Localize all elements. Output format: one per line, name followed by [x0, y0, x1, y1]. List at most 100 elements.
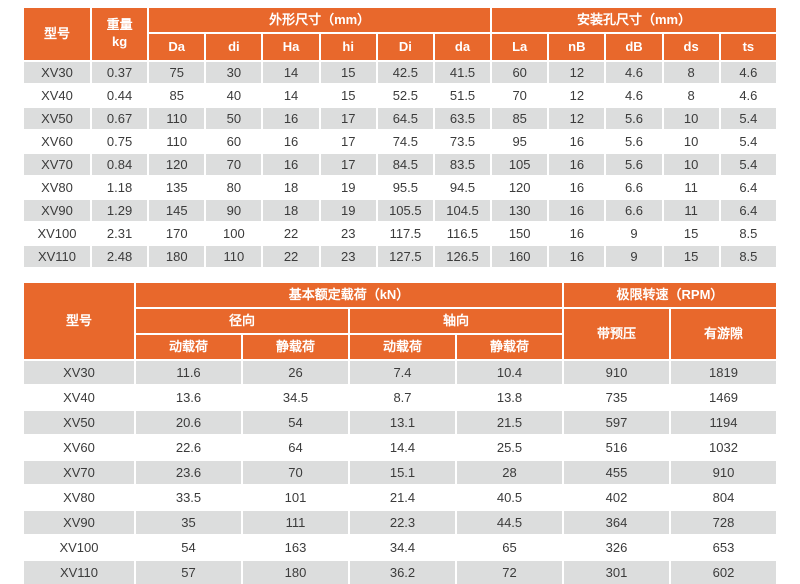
table-cell: 14: [263, 85, 319, 106]
table-cell: 22.3: [350, 511, 455, 534]
table-cell: 120: [149, 154, 205, 175]
table-row: XV80 1.18 135 80 18 19 95.5 94.5 120 16 6.6 11 6.4: [24, 177, 776, 198]
table-cell: 1.29: [92, 200, 148, 221]
table-cell: 60: [206, 131, 262, 152]
table-cell: XV70: [24, 461, 134, 484]
table-cell: 22.6: [136, 436, 241, 459]
table-cell: XV40: [24, 85, 90, 106]
table-cell: 5.4: [720, 131, 776, 152]
header-axial: 轴向: [350, 309, 562, 333]
table-cell: 653: [671, 536, 776, 559]
header-col-nB: nB: [549, 34, 605, 60]
table-cell: XV60: [24, 131, 90, 152]
table-cell: 120: [492, 177, 548, 198]
table-cell: 15: [663, 223, 719, 244]
table-cell: 0.75: [92, 131, 148, 152]
table-cell: XV110: [24, 246, 90, 267]
table-cell: 83.5: [434, 154, 491, 175]
table-cell: 95.5: [377, 177, 433, 198]
table-cell: 5.6: [606, 108, 662, 129]
table-cell: 21.5: [457, 411, 562, 434]
header-weight: 重量 kg: [92, 8, 148, 60]
table-cell: 16: [549, 200, 605, 221]
table-cell: 70: [492, 85, 548, 106]
table-row: XV90 1.29 145 90 18 19 105.5 104.5 130 16 6.6 11 6.4: [24, 200, 776, 221]
table-cell: 10: [663, 154, 719, 175]
header-limit-speed-group: 极限转速（RPM）: [564, 283, 776, 307]
table-cell: 2.48: [92, 246, 148, 267]
table-cell: 135: [149, 177, 205, 198]
header-axial-dynamic: 动载荷: [350, 335, 455, 359]
table-cell: 15: [663, 246, 719, 267]
table-row: XV60 22.6 64 14.4 25.5 516 1032: [24, 436, 776, 459]
table-cell: XV100: [24, 223, 90, 244]
table-cell: 17: [320, 131, 376, 152]
table-cell: 127.5: [377, 246, 433, 267]
table-cell: 8.5: [720, 223, 776, 244]
table-cell: 1.18: [92, 177, 148, 198]
table-cell: 10: [663, 131, 719, 152]
table-cell: 12: [549, 108, 605, 129]
table-cell: 180: [149, 246, 205, 267]
header-col-Da: Da: [149, 34, 205, 60]
table-cell: XV30: [24, 361, 134, 384]
table-cell: 80: [206, 177, 262, 198]
table-row: XV50 20.6 54 13.1 21.5 597 1194: [24, 411, 776, 434]
table-cell: 10: [663, 108, 719, 129]
table-cell: 4.6: [720, 62, 776, 83]
table-cell: 180: [243, 561, 348, 584]
table-cell: 1194: [671, 411, 776, 434]
table-cell: 52.5: [377, 85, 433, 106]
header-col-dB: dB: [606, 34, 662, 60]
table-cell: 0.44: [92, 85, 148, 106]
table-cell: XV60: [24, 436, 134, 459]
table-cell: 73.5: [434, 131, 491, 152]
table-cell: 14: [263, 62, 319, 83]
table-cell: 84.5: [377, 154, 433, 175]
table-cell: 455: [564, 461, 669, 484]
header-model: 型号: [24, 8, 90, 60]
table-cell: 101: [243, 486, 348, 509]
table-cell: 44.5: [457, 511, 562, 534]
table-cell: 804: [671, 486, 776, 509]
table-cell: 130: [492, 200, 548, 221]
table-row: XV80 33.5 101 21.4 40.5 402 804: [24, 486, 776, 509]
dimensions-table-wrap: 型号 重量 kg 外形尺寸（mm） 安装孔尺寸（mm） Da di Ha hi …: [24, 8, 776, 267]
table-cell: XV40: [24, 386, 134, 409]
table-cell: 105.5: [377, 200, 433, 221]
table-cell: 163: [243, 536, 348, 559]
table-cell: 57: [136, 561, 241, 584]
table-cell: 5.4: [720, 108, 776, 129]
table-cell: 42.5: [377, 62, 433, 83]
table-cell: 85: [492, 108, 548, 129]
table-cell: 33.5: [136, 486, 241, 509]
table-cell: 110: [149, 108, 205, 129]
table-cell: 28: [457, 461, 562, 484]
table-cell: XV80: [24, 177, 90, 198]
table-cell: 75: [149, 62, 205, 83]
table-cell: 85: [149, 85, 205, 106]
table-cell: 74.5: [377, 131, 433, 152]
table-cell: 0.37: [92, 62, 148, 83]
table-cell: 126.5: [434, 246, 491, 267]
load-table-header: 型号 基本额定载荷（kN） 极限转速（RPM） 径向 轴向 带预压 有游隙 动载…: [24, 283, 776, 359]
table-cell: 20.6: [136, 411, 241, 434]
header-row-subcolumns: Da di Ha hi Di da La nB dB ds ts: [24, 34, 776, 60]
table-cell: 8: [663, 62, 719, 83]
table-row: XV110 57 180 36.2 72 301 602: [24, 561, 776, 584]
table-cell: 54: [243, 411, 348, 434]
table-cell: 4.6: [606, 62, 662, 83]
table-cell: 0.67: [92, 108, 148, 129]
table-cell: 100: [206, 223, 262, 244]
table-cell: 910: [671, 461, 776, 484]
header-radial: 径向: [136, 309, 348, 333]
table-cell: 18: [263, 200, 319, 221]
table-cell: 64.5: [377, 108, 433, 129]
table-cell: 16: [549, 223, 605, 244]
table-cell: 17: [320, 108, 376, 129]
table-cell: 70: [206, 154, 262, 175]
dimensions-spec-table: 型号 重量 kg 外形尺寸（mm） 安装孔尺寸（mm） Da di Ha hi …: [24, 8, 776, 267]
table-cell: 90: [206, 200, 262, 221]
table-cell: 36.2: [350, 561, 455, 584]
table-cell: 22: [263, 223, 319, 244]
